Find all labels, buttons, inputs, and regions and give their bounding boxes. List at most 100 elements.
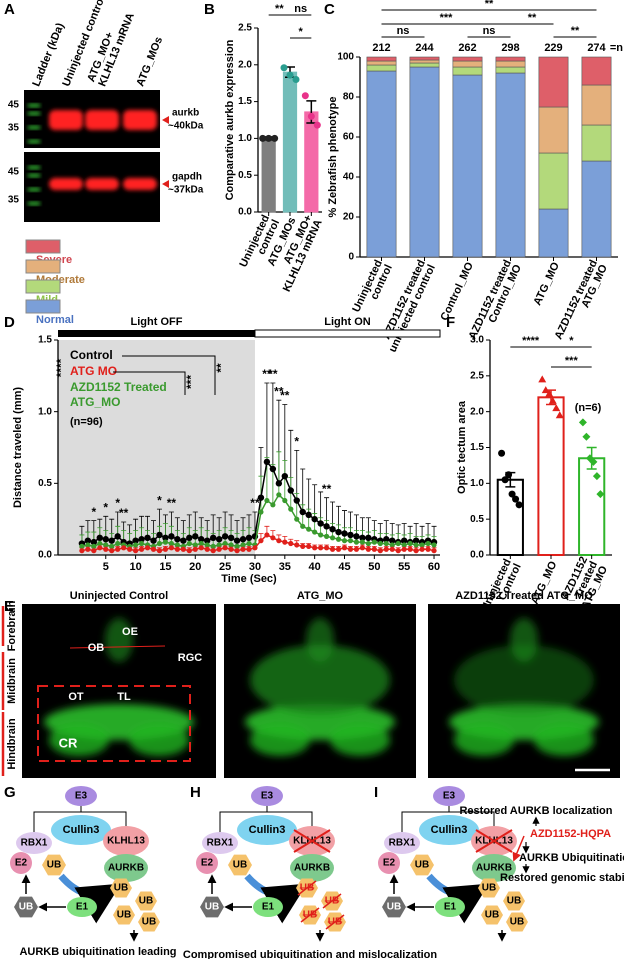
- text-line: ATG_MOs: [134, 35, 165, 88]
- data-point: [84, 537, 92, 544]
- region-line: [69, 645, 166, 649]
- data-point: [228, 546, 234, 552]
- significance-label: **: [167, 496, 177, 510]
- data-point: [127, 546, 133, 552]
- image-title: AZD1152 Treated ATG_MO: [455, 590, 593, 602]
- node-label: UB: [47, 860, 61, 871]
- bar-segment: [452, 66, 483, 76]
- node-label: RBX1: [389, 838, 416, 849]
- data-point: [282, 539, 288, 545]
- data-point: [209, 534, 217, 541]
- data-point: [592, 472, 601, 481]
- data-point: [313, 121, 321, 129]
- diagram-node: [14, 896, 38, 918]
- x-tick-label: Control_MO: [438, 260, 476, 323]
- diagram-node: [51, 815, 111, 845]
- data-point: [168, 540, 175, 547]
- ladder-band: [28, 174, 40, 177]
- data-point: [246, 546, 252, 552]
- data-point: [329, 526, 336, 533]
- data-point: [210, 548, 216, 554]
- panel-label: A: [4, 1, 15, 18]
- data-point: [192, 533, 199, 540]
- data-point: [115, 546, 121, 552]
- x-axis-label: Time (Sec): [221, 573, 277, 585]
- significance-label: *: [569, 335, 574, 347]
- diagram-node: [10, 852, 32, 874]
- light-off-bar: [58, 330, 255, 337]
- data-point: [359, 545, 366, 551]
- data-point: [150, 537, 157, 544]
- x-tick-label: 60: [428, 561, 440, 573]
- data-point: [239, 536, 247, 543]
- data-point: [215, 536, 223, 543]
- data-point: [109, 548, 115, 554]
- bracket: [33, 806, 127, 832]
- x-tick-label: 30: [249, 561, 261, 573]
- diagram-node: [419, 815, 479, 845]
- node-label: UB: [485, 910, 499, 921]
- data-point: [341, 538, 348, 544]
- lane-label: ATG_MOs: [134, 35, 165, 88]
- data-point: [359, 539, 366, 545]
- text-line: AZD1152 Treated: [70, 380, 167, 394]
- x-tick-label: 10: [129, 561, 141, 573]
- data-point: [292, 76, 300, 84]
- bar-segment: [452, 74, 483, 258]
- diagram-node: [290, 854, 334, 882]
- bracket: [401, 806, 495, 832]
- y-tick-label: 0.0: [238, 207, 252, 218]
- data-point: [400, 537, 408, 544]
- bar-segment: [409, 62, 440, 68]
- diagram-node: [435, 897, 465, 917]
- data-point: [252, 545, 258, 551]
- data-point: [323, 533, 330, 539]
- lane-label: Ladder (kDa): [30, 21, 66, 88]
- data-point: [79, 548, 85, 554]
- node-label: E3: [75, 791, 88, 802]
- error-bar: [282, 460, 288, 501]
- light-off-region: [58, 340, 255, 555]
- data-point: [312, 545, 318, 551]
- significance-label: *: [91, 505, 96, 519]
- bar-segment: [495, 72, 526, 258]
- data-point: [234, 543, 240, 550]
- y-tick-label: 1.5: [238, 96, 252, 107]
- significance-label: *: [115, 496, 120, 510]
- data-point: [389, 546, 395, 552]
- y-tick-label: 0.5: [38, 478, 52, 489]
- data-point: [552, 404, 561, 412]
- bar-segment: [495, 66, 526, 74]
- band-arrow: [162, 116, 169, 124]
- legend-label: Control: [70, 348, 113, 362]
- x-tick-label: 40: [309, 561, 321, 573]
- signal: [49, 724, 109, 756]
- protein-label: gapdh: [172, 172, 202, 183]
- transfer-arrow: [244, 873, 308, 924]
- transfer-arrow: [58, 873, 122, 924]
- data-point: [300, 543, 306, 550]
- data-point: [102, 536, 109, 543]
- y-tick-label: 80: [343, 92, 355, 103]
- data-point: [258, 538, 264, 544]
- data-point: [341, 530, 348, 537]
- data-point: [216, 542, 222, 548]
- data-point: [413, 548, 419, 554]
- data-point: [353, 546, 360, 552]
- data-point: [156, 548, 163, 554]
- panel-label: B: [204, 1, 215, 18]
- image-title: ATG_MO: [297, 590, 344, 602]
- legend-label: ATG MO: [70, 364, 117, 378]
- signal: [105, 618, 133, 662]
- data-point: [317, 520, 324, 527]
- data-point: [180, 546, 186, 552]
- diagram-node: [253, 897, 283, 917]
- data-point: [578, 418, 587, 427]
- significance-label: **: [268, 367, 278, 381]
- bar-segment: [409, 56, 440, 61]
- image-label: OB: [88, 642, 105, 654]
- data-point: [174, 542, 180, 548]
- signal: [454, 724, 514, 756]
- data-point: [359, 534, 366, 541]
